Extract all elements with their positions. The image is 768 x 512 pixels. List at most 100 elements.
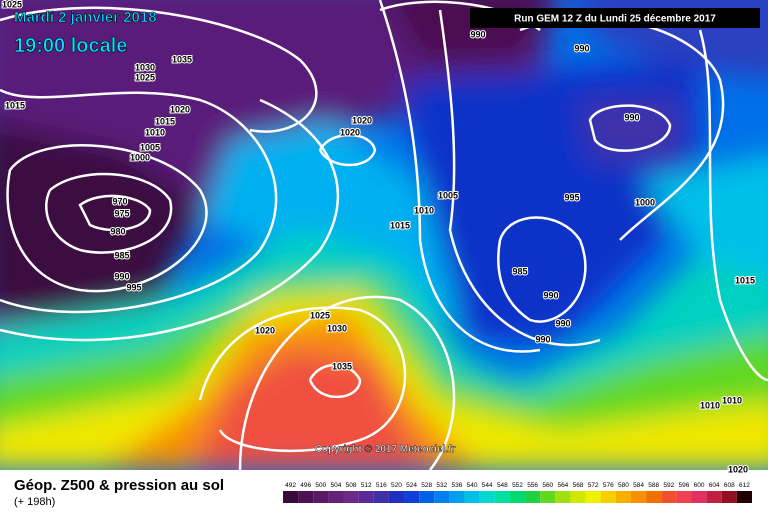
- lead-time: (+ 198h): [14, 496, 55, 508]
- isobar-label: 1025: [135, 72, 155, 82]
- colorbar-swatch: [555, 491, 571, 503]
- isobar-label: 1020: [728, 464, 748, 474]
- isobar-label: 1015: [735, 275, 755, 285]
- isobar-label: 990: [470, 29, 485, 39]
- isobar-label: 1030: [327, 323, 347, 333]
- isobar-label: 1015: [5, 100, 25, 110]
- colorbar-swatch: [676, 491, 692, 503]
- isobar-label: 985: [512, 266, 527, 276]
- colorbar-label: 544: [482, 482, 493, 489]
- isobar-label: 990: [114, 271, 129, 281]
- isobar-label: 1020: [340, 127, 360, 137]
- colorbar-swatch: [479, 491, 495, 503]
- colorbar-label: 608: [724, 482, 735, 489]
- isobar-label: 1000: [130, 152, 150, 162]
- colorbar-swatch: [313, 491, 329, 503]
- isobar-label: 990: [535, 334, 550, 344]
- colorbar-label: 596: [678, 482, 689, 489]
- colorbar-label: 612: [739, 482, 750, 489]
- colorbar-swatch: [691, 491, 707, 503]
- isobar-label: 1010: [414, 205, 434, 215]
- colorbar-label: 556: [527, 482, 538, 489]
- colorbar-label: 524: [406, 482, 417, 489]
- colorbar-label: 560: [542, 482, 553, 489]
- colorbar-swatch: [328, 491, 344, 503]
- isobar-label: 995: [564, 192, 579, 202]
- isobar-label: 1010: [145, 127, 165, 137]
- colorbar-swatch: [494, 491, 510, 503]
- colorbar-swatch: [661, 491, 677, 503]
- isobar-label: 990: [574, 43, 589, 53]
- isobar-label: 1020: [352, 115, 372, 125]
- colorbar-label: 512: [361, 482, 372, 489]
- colorbar-swatch: [570, 491, 586, 503]
- colorbar-label: 496: [300, 482, 311, 489]
- isobar-label: 1020: [170, 104, 190, 114]
- isobar-label: 1005: [438, 190, 458, 200]
- colorbar-swatch: [358, 491, 374, 503]
- colorbar-swatch: [630, 491, 647, 503]
- isobar-label: 1000: [635, 197, 655, 207]
- isobar-label: 975: [114, 208, 129, 218]
- colorbar: 492 496 500 504 508 512 516 520 524 528 532 536 540 5…: [283, 482, 752, 503]
- isobar-label: 1010: [722, 395, 742, 405]
- colorbar-label: 540: [467, 482, 478, 489]
- isobar-label: 990: [543, 290, 558, 300]
- colorbar-label: 552: [512, 482, 523, 489]
- colorbar-swatch: [721, 491, 737, 503]
- footer-title: Géop. Z500 & pression au sol: [14, 477, 224, 494]
- colorbar-label: 600: [694, 482, 705, 489]
- isobar-label: 995: [126, 282, 141, 292]
- colorbar-label: 516: [376, 482, 387, 489]
- colorbar-label: 536: [452, 482, 463, 489]
- colorbar-swatch: [373, 491, 389, 503]
- map-field: [0, 0, 768, 470]
- isobar-label: 1035: [332, 361, 352, 371]
- isobar-label: 1015: [390, 220, 410, 230]
- isobar-label: 1020: [255, 325, 275, 335]
- isobar-label: 1025: [310, 310, 330, 320]
- colorbar-label: 576: [603, 482, 614, 489]
- colorbar-swatch: [298, 491, 314, 503]
- isobar-label: 970: [112, 196, 127, 206]
- colorbar-label: 532: [436, 482, 447, 489]
- colorbar-label: 508: [346, 482, 357, 489]
- colorbar-swatch: [540, 491, 556, 503]
- colorbar-label: 588: [648, 482, 659, 489]
- colorbar-swatch: [283, 491, 299, 503]
- colorbar-swatch: [388, 491, 405, 503]
- isobar-label: 1015: [155, 116, 175, 126]
- colorbar-label: 528: [421, 482, 432, 489]
- colorbar-swatch: [525, 491, 541, 503]
- time-title: 19:00 locale: [14, 35, 127, 57]
- run-box: [470, 8, 760, 28]
- run-label: Run GEM 12 Z du Lundi 25 décembre 2017: [514, 14, 716, 25]
- isobar-label: 1010: [700, 400, 720, 410]
- colorbar-label: 572: [588, 482, 599, 489]
- colorbar-swatch: [434, 491, 450, 503]
- isobar-label: 980: [110, 226, 125, 236]
- colorbar-swatch: [646, 491, 662, 503]
- colorbar-swatch: [706, 491, 722, 503]
- colorbar-label: 604: [709, 482, 720, 489]
- copyright: Copyright © 2017 Meteociel.fr: [315, 444, 456, 455]
- colorbar-swatch: [736, 491, 752, 503]
- isobar-label: 985: [114, 250, 129, 260]
- colorbar-swatch: [464, 491, 480, 503]
- colorbar-swatch: [343, 491, 359, 503]
- colorbar-label: 584: [633, 482, 644, 489]
- colorbar-label: 492: [285, 482, 296, 489]
- date-title: Mardi 2 janvier 2018: [14, 9, 157, 26]
- colorbar-swatch: [419, 491, 435, 503]
- colorbar-swatch: [585, 491, 601, 503]
- colorbar-swatch: [404, 491, 420, 503]
- colorbar-label: 500: [315, 482, 326, 489]
- colorbar-label: 592: [663, 482, 674, 489]
- isobar-label: 1030: [135, 62, 155, 72]
- isobar-label: 1005: [140, 142, 160, 152]
- colorbar-label: 504: [331, 482, 342, 489]
- isobar-label: 990: [624, 112, 639, 122]
- isobar-label: 990: [555, 318, 570, 328]
